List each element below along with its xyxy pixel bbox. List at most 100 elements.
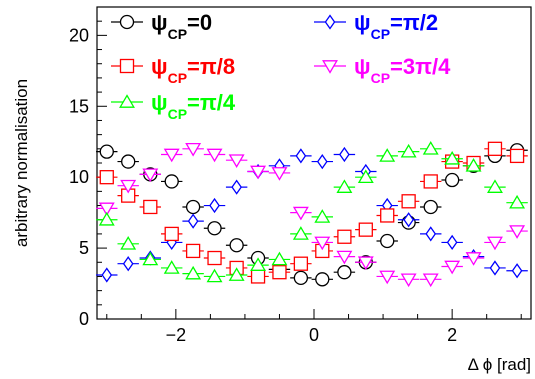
legend-label: ψCP=3π/4 xyxy=(354,54,451,86)
data-point xyxy=(228,154,245,168)
data-point xyxy=(316,153,328,170)
data-point xyxy=(444,150,461,165)
data-point xyxy=(271,167,288,181)
data-point xyxy=(142,168,159,183)
data-point xyxy=(271,251,288,266)
data-point xyxy=(511,263,523,279)
data-point xyxy=(336,179,353,193)
x-tick-label: 2 xyxy=(447,325,457,345)
legend-marker xyxy=(119,94,135,108)
data-point xyxy=(487,236,503,251)
legend-entry: ψCP=0 xyxy=(111,10,212,42)
y-tick-label: 10 xyxy=(69,167,89,187)
x-axis-title: Δ ϕ [rad] xyxy=(468,355,531,374)
data-point xyxy=(122,256,134,272)
data-point xyxy=(314,236,331,251)
legend-marker xyxy=(324,14,336,30)
data-point xyxy=(120,236,137,250)
data-point xyxy=(272,265,287,280)
data-point xyxy=(185,265,202,280)
legend-label: ψCP=0 xyxy=(151,10,212,42)
series-circle xyxy=(96,143,528,287)
data-point xyxy=(379,270,396,285)
data-series xyxy=(96,141,528,288)
data-point xyxy=(336,250,353,265)
data-point xyxy=(250,269,266,284)
data-point xyxy=(143,199,158,215)
data-point xyxy=(209,197,220,214)
data-point xyxy=(509,194,526,209)
data-point xyxy=(101,267,113,283)
data-point xyxy=(142,251,159,266)
legend-marker xyxy=(119,58,135,74)
series-diamond xyxy=(96,146,528,283)
legend-label: ψCP=π/2 xyxy=(354,10,438,42)
data-point xyxy=(337,265,352,280)
data-point xyxy=(185,243,201,259)
data-point xyxy=(400,273,417,288)
data-point xyxy=(357,169,374,184)
series-triangle-up xyxy=(96,141,528,283)
data-point xyxy=(423,199,438,215)
data-point xyxy=(231,179,242,195)
data-point xyxy=(229,238,244,253)
data-point xyxy=(295,148,307,164)
data-point xyxy=(163,148,180,163)
legend-label: ψCP=π/4 xyxy=(151,90,236,122)
data-point xyxy=(509,148,525,164)
data-point xyxy=(99,170,114,185)
data-point xyxy=(187,213,199,229)
legend-entry: ψCP=π/4 xyxy=(111,90,236,122)
data-point xyxy=(423,174,438,189)
data-point xyxy=(292,226,309,240)
data-point xyxy=(403,212,414,228)
data-point xyxy=(489,260,501,276)
data-point xyxy=(337,229,352,244)
data-point xyxy=(164,174,179,189)
data-point xyxy=(206,268,223,283)
data-point xyxy=(293,256,309,271)
data-point xyxy=(185,199,201,215)
data-point xyxy=(401,194,416,209)
data-point xyxy=(293,270,309,286)
data-point xyxy=(380,208,395,223)
data-point xyxy=(98,211,115,226)
y-tick-label: 15 xyxy=(69,96,89,116)
data-point xyxy=(425,226,437,242)
legend-label: ψCP=π/8 xyxy=(151,54,235,86)
data-point xyxy=(315,272,330,287)
data-point xyxy=(444,260,461,275)
data-point xyxy=(292,206,309,221)
data-point xyxy=(98,202,115,217)
legend-entry: ψCP=π/8 xyxy=(111,54,235,86)
data-point xyxy=(314,209,331,223)
data-point xyxy=(228,267,245,281)
data-point xyxy=(400,143,417,158)
data-point xyxy=(185,142,202,157)
x-tick-label: −2 xyxy=(166,325,187,345)
series-square xyxy=(96,141,528,284)
y-tick-label: 5 xyxy=(79,238,89,258)
data-point xyxy=(380,233,395,249)
legend-marker xyxy=(322,60,338,74)
data-point xyxy=(444,172,460,188)
data-point xyxy=(357,256,374,271)
data-point xyxy=(250,165,267,180)
data-point xyxy=(250,257,267,271)
y-tick-label: 0 xyxy=(79,309,89,329)
data-point xyxy=(207,250,222,266)
y-axis-title: arbitrary normalisation xyxy=(12,79,31,247)
data-point xyxy=(207,221,222,236)
data-point xyxy=(487,141,503,156)
data-point xyxy=(164,226,179,242)
data-point xyxy=(422,273,439,288)
series-triangle-down xyxy=(96,142,528,288)
data-point xyxy=(120,179,137,194)
data-point xyxy=(446,234,458,251)
data-point xyxy=(99,144,114,159)
data-point xyxy=(509,225,526,239)
data-point xyxy=(465,158,482,172)
data-point xyxy=(121,154,136,169)
